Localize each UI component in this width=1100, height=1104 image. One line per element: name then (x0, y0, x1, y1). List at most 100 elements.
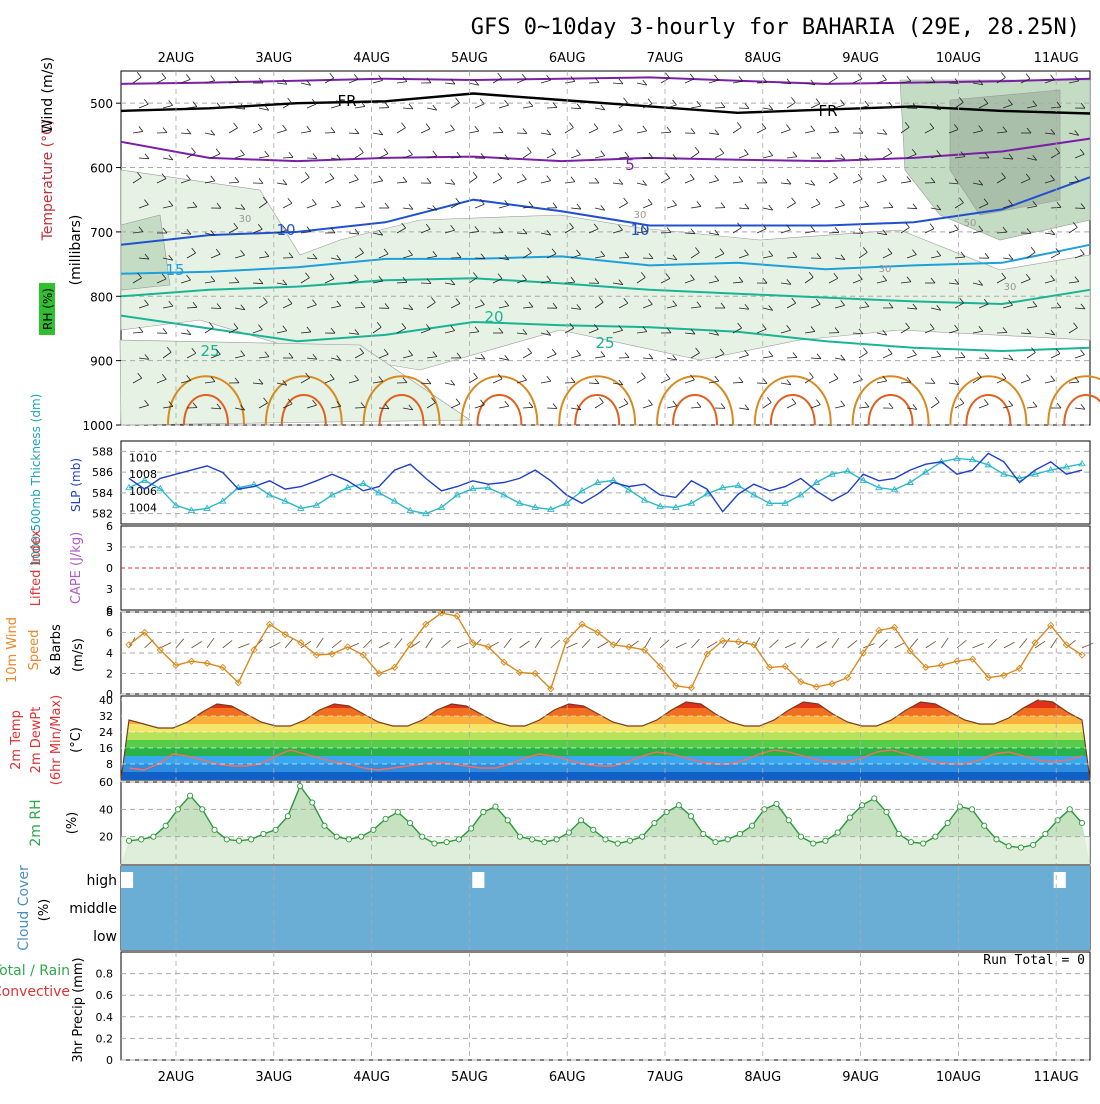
rh-point (493, 804, 498, 809)
surface-wind-barb (363, 639, 371, 647)
rh-point (725, 837, 730, 842)
wind-barb (841, 200, 845, 205)
cloud-unit-label: (%) (37, 899, 52, 922)
wind-barb (623, 98, 627, 103)
wind-barb (529, 202, 533, 207)
wind-barb (529, 101, 533, 106)
rh-point (554, 837, 559, 842)
wind-barb (739, 154, 748, 158)
wind-barb (673, 100, 677, 105)
wind-barb (349, 133, 359, 134)
wind-barb (643, 204, 652, 208)
wind-barb (1080, 350, 1084, 355)
wind-barb (469, 177, 477, 183)
rh-point (163, 823, 168, 828)
pressure-axis-label: (millibars) (68, 215, 84, 286)
wind-barb (331, 127, 335, 132)
temp-tick-label: 32 (99, 710, 113, 723)
wind-barb (737, 122, 741, 127)
cloud-row-label: low (93, 929, 117, 945)
rh-point (933, 834, 938, 839)
wind-barb (691, 206, 701, 208)
wind-barb (289, 152, 293, 157)
wind-barb (745, 204, 749, 209)
wind-barb (499, 105, 509, 108)
rh-point (249, 837, 254, 842)
wind-barb (565, 382, 575, 383)
rh-point (615, 841, 620, 846)
rh-point (688, 814, 693, 819)
wind-barb (715, 376, 719, 381)
surface-wind-barb (895, 642, 906, 647)
wind-barb (715, 175, 719, 180)
rh-point (200, 807, 205, 812)
wind-barb (527, 147, 531, 152)
wind-barb (913, 350, 917, 355)
wind-barb (697, 201, 701, 206)
wind-barb (1075, 208, 1085, 209)
rh-point (1006, 844, 1011, 849)
rh-tick-label: 40 (99, 803, 113, 816)
surface-wind-barb (676, 643, 687, 648)
rh-point (627, 838, 632, 843)
wind-barb (648, 400, 652, 405)
rh-point (187, 793, 192, 798)
date-label-bottom: 11AUG (1034, 1070, 1079, 1085)
wind-barb (565, 128, 573, 133)
wind-barb (835, 205, 845, 208)
wind-barb (1075, 408, 1085, 409)
rh-point (994, 837, 999, 842)
date-label-bottom: 9AUG (842, 1070, 879, 1085)
wind-barb (163, 105, 173, 108)
convective-label: Convective (0, 984, 70, 1000)
wind-barb (960, 398, 964, 403)
rh-point (1067, 807, 1072, 812)
surface-temp-contour (853, 376, 929, 425)
wind-barb (595, 403, 603, 408)
rh-point (542, 840, 547, 845)
wind-barb (829, 232, 839, 233)
wind-barb (337, 201, 341, 206)
slp-tick-label: 1010 (129, 452, 157, 465)
wind-barb (1080, 249, 1084, 254)
wind-barb (840, 100, 844, 105)
chart-title: GFS 0~10day 3-hourly for BAHARIA (29E, 2… (471, 15, 1080, 40)
wind-barb (1027, 353, 1035, 358)
wind-barb (552, 148, 556, 153)
lifted-index-axis-label: Lifted Index (29, 529, 44, 606)
li-tick-label: 0 (106, 562, 113, 575)
wind-barb (613, 83, 623, 84)
wind-barb (691, 407, 701, 408)
wind-barb (474, 373, 478, 378)
wind-barb (889, 202, 893, 207)
wind-barb (613, 130, 622, 133)
wind-barb (817, 354, 821, 359)
wind-barb (421, 129, 430, 133)
rh-tick-label: 60 (99, 776, 113, 789)
wind-barb (691, 152, 699, 158)
wind-barb (133, 131, 143, 133)
surface-wind-barb (910, 639, 918, 648)
wind-barb (715, 107, 725, 108)
wind-barb (889, 403, 893, 408)
wind-barb (529, 402, 533, 407)
surface-wind-barb (457, 643, 468, 648)
wind-barb (888, 349, 892, 354)
rh-point (297, 784, 302, 789)
rh-point (1031, 842, 1036, 847)
wind-barb (997, 332, 1007, 333)
surface-wind-barb (566, 643, 577, 648)
wind-barb (523, 353, 532, 358)
rh-point (383, 816, 388, 821)
contour-label: FR (818, 102, 837, 120)
rh-point (420, 834, 425, 839)
wind-barb (955, 357, 965, 358)
date-label-bottom: 8AUG (744, 1070, 781, 1085)
contour-label: 30 (879, 264, 892, 275)
precip-tick-label: 0.4 (96, 1011, 114, 1024)
wind-barb (649, 354, 653, 359)
cloud-row-label: high (86, 873, 117, 889)
wind-barb (853, 233, 863, 234)
wind-barb (589, 129, 598, 133)
wind-barb (767, 397, 771, 402)
